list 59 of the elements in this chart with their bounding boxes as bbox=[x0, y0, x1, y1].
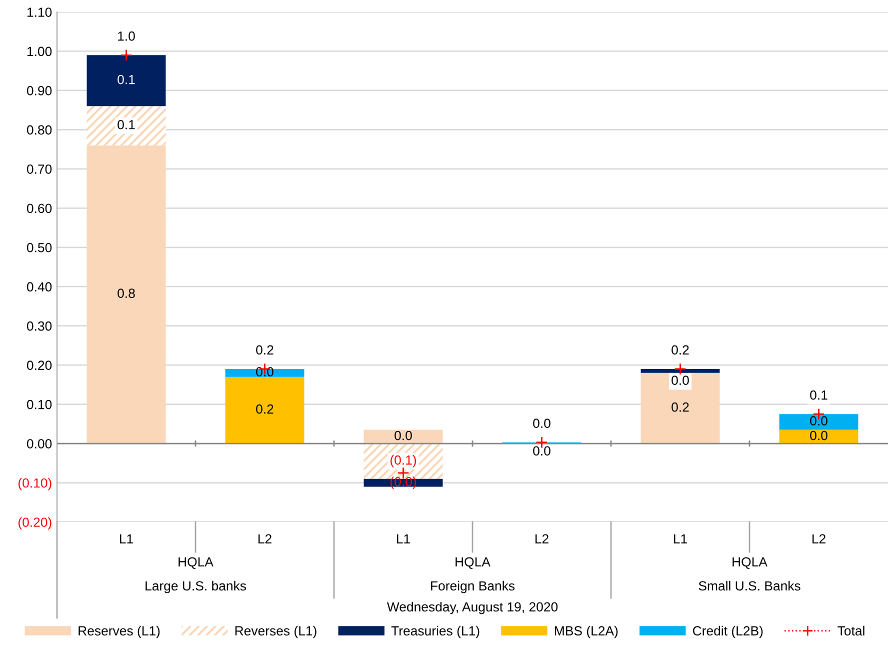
x-tick-label: L1 bbox=[396, 534, 410, 544]
data-label: 0.0 bbox=[533, 418, 550, 428]
legend-label: Reverses (L1) bbox=[235, 626, 316, 638]
text: Small U.S. Banks bbox=[698, 580, 800, 591]
data-label: 0.0 bbox=[533, 446, 550, 456]
data-label: 1.0 bbox=[118, 31, 135, 41]
y-tick-label: 0.40 bbox=[26, 282, 52, 292]
y-tick-label: 0.60 bbox=[26, 204, 52, 214]
y-tick-label: (0.10) bbox=[18, 478, 52, 490]
legend-label: Total bbox=[838, 626, 864, 636]
bar bbox=[86, 145, 166, 444]
text: HQLA bbox=[732, 557, 768, 569]
data-label: 0.0 bbox=[394, 430, 412, 440]
data-label: 0.2 bbox=[672, 345, 689, 355]
text: Foreign Banks bbox=[431, 580, 515, 594]
data-label: 0.0 bbox=[810, 416, 828, 426]
point bbox=[120, 49, 132, 62]
data-label: 0.2 bbox=[256, 345, 274, 355]
data-label: 0.8 bbox=[118, 288, 135, 298]
text: HQLA bbox=[178, 557, 214, 569]
data-label: (0.0) bbox=[390, 476, 416, 489]
data-label: 0.0 bbox=[672, 376, 689, 385]
x-tick-label: L2 bbox=[812, 534, 826, 544]
data-label: 0.1 bbox=[810, 390, 828, 400]
legend-label: Credit (L2B) bbox=[692, 626, 763, 638]
x-axis-title: Wednesday, August 19, 2020 bbox=[386, 602, 558, 614]
data-label: 0.2 bbox=[672, 402, 689, 412]
y-tick-label: 0.10 bbox=[26, 400, 52, 410]
bar bbox=[640, 372, 720, 444]
legend-label: Reserves (L1) bbox=[78, 626, 160, 638]
x-tick-label: L1 bbox=[674, 534, 687, 544]
bar bbox=[640, 369, 720, 373]
y-tick-label: 1.00 bbox=[27, 46, 52, 56]
legend-label: Treasuries (L1) bbox=[391, 626, 480, 638]
y-tick-label: 0.00 bbox=[26, 439, 52, 448]
y-tick-label: 0.20 bbox=[26, 360, 52, 370]
x-tick-label: L2 bbox=[535, 534, 548, 544]
bar bbox=[86, 55, 166, 106]
y-tick-label: 0.90 bbox=[26, 86, 52, 96]
data-label: 0.2 bbox=[256, 404, 274, 414]
text: Large U.S. banks bbox=[146, 580, 246, 594]
y-tick-label: 1.10 bbox=[27, 8, 52, 17]
y-tick-label: 0.50 bbox=[26, 242, 52, 252]
data-label: 0.0 bbox=[810, 430, 828, 440]
point bbox=[674, 362, 686, 376]
x-tick-label: L1 bbox=[120, 534, 133, 544]
x-tick-label: L2 bbox=[258, 534, 272, 544]
data-label: (0.1) bbox=[390, 455, 416, 468]
data-label: 0.1 bbox=[118, 74, 135, 84]
y-tick-label: 0.70 bbox=[26, 164, 52, 174]
legend-label: MBS (L2A) bbox=[554, 626, 618, 638]
bar bbox=[225, 376, 304, 444]
text: HQLA bbox=[456, 557, 490, 569]
y-tick-label: (0.20) bbox=[18, 517, 52, 530]
bar bbox=[779, 414, 858, 430]
y-tick-label: 0.80 bbox=[26, 125, 52, 135]
y-tick-label: 0.30 bbox=[26, 321, 52, 331]
bar bbox=[86, 106, 166, 146]
data-label: 0.1 bbox=[118, 120, 135, 130]
